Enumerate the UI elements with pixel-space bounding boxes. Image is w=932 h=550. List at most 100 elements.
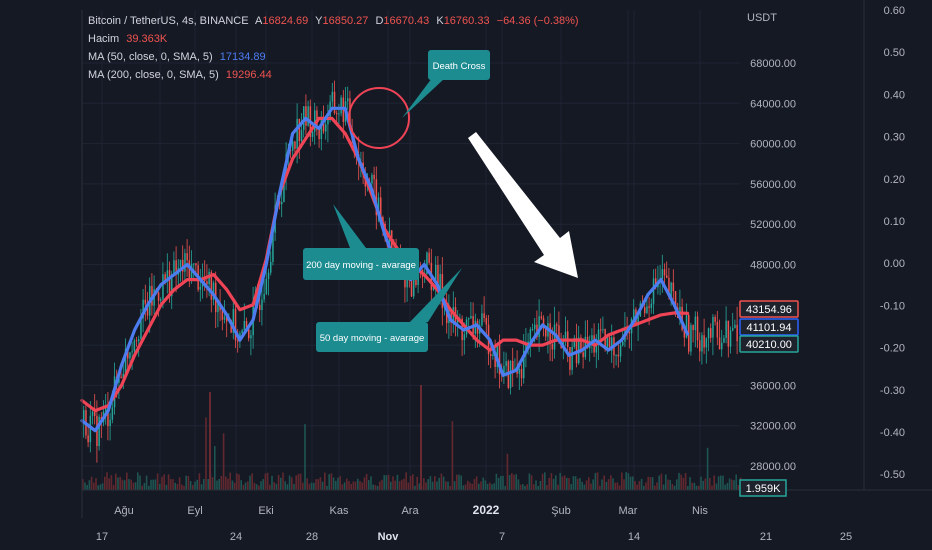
candle-body	[234, 309, 237, 341]
volume-bar	[238, 474, 240, 490]
candle-body	[298, 118, 301, 142]
volume-bar	[82, 479, 84, 490]
volume-bar	[117, 477, 119, 490]
volume-bar	[348, 481, 350, 490]
volume-bar	[310, 482, 313, 490]
annotations: Death Cross 200 day moving - avarage 50 …	[303, 50, 578, 352]
symbol-title[interactable]: Bitcoin / TetherUS, 4s, BINANCE	[88, 15, 249, 27]
candle-body	[718, 337, 721, 350]
candle-body	[129, 352, 131, 359]
volume-bar	[722, 475, 724, 490]
candle-body	[582, 352, 584, 358]
volume-bar	[288, 475, 291, 490]
candle-body	[615, 354, 617, 356]
candle-body	[410, 280, 413, 297]
volume-bar	[106, 472, 108, 490]
volume-bar	[159, 483, 161, 490]
volume-label[interactable]: Hacim	[88, 33, 120, 45]
volume-bar	[634, 481, 636, 490]
y-tick-label: 52000.00	[750, 219, 796, 231]
volume-bar	[97, 485, 99, 490]
volume-bar	[370, 476, 372, 490]
ma200-label[interactable]: MA (200, close, 0, SMA, 5)	[88, 69, 219, 81]
volume-bar	[603, 475, 605, 490]
candle-body	[226, 316, 228, 322]
volume-bar	[405, 472, 407, 490]
candle-body	[96, 415, 98, 447]
volume-bar	[269, 484, 271, 490]
candle-body	[87, 435, 89, 443]
candle-body	[318, 129, 320, 140]
volume-bar	[121, 479, 124, 490]
volume-bar	[328, 474, 330, 490]
volume-bar	[673, 485, 676, 490]
volume-bar	[590, 483, 592, 490]
volume-bar	[530, 475, 533, 490]
volume-bar	[511, 473, 513, 490]
candle-body	[562, 338, 565, 348]
volume-bar	[491, 484, 493, 490]
candle-body	[307, 106, 309, 126]
candle-body	[413, 266, 415, 297]
volume-bar	[341, 484, 344, 490]
price-tags: 43154.96 41101.94 40210.00 1.959K	[739, 300, 799, 497]
ma50-label[interactable]: MA (50, close, 0, SMA, 5)	[88, 51, 213, 63]
volume-bar	[86, 484, 88, 490]
volume-bar	[621, 472, 623, 490]
volume-bar	[346, 478, 348, 490]
candle-body	[241, 330, 243, 334]
candle-body	[111, 407, 114, 420]
right-tick-label: -0.30	[880, 385, 905, 397]
candle-body	[182, 259, 184, 272]
candle-body	[674, 291, 677, 308]
volume-bar	[508, 474, 511, 490]
volume-bar	[387, 474, 390, 490]
volume-bar	[198, 473, 201, 490]
volume-bar	[200, 484, 203, 490]
volume-tag-box	[739, 479, 787, 497]
volume-bar	[414, 485, 416, 490]
ma50-value: 17134.89	[219, 51, 266, 63]
volume-bar	[249, 475, 251, 490]
volume-bar	[295, 475, 297, 490]
candle-body	[221, 310, 224, 320]
candle-body	[573, 337, 576, 347]
volume-bar	[308, 483, 311, 490]
volume-bar	[574, 476, 577, 490]
volume-bar	[662, 484, 665, 490]
candle-body	[512, 360, 514, 371]
candle-body	[278, 200, 281, 205]
candle-body	[208, 271, 210, 285]
candle-body	[523, 351, 525, 379]
volume-bar	[605, 481, 608, 490]
candle-body	[120, 376, 122, 379]
volume-bar	[440, 473, 443, 490]
volume-bar	[557, 484, 559, 490]
volume-bar	[447, 481, 449, 490]
volume-bar	[242, 484, 245, 490]
volume-bar	[273, 482, 275, 490]
candle-body	[232, 309, 235, 333]
x-tick-label: Şub	[551, 505, 571, 517]
volume-bar	[407, 482, 410, 490]
volume-bar	[93, 482, 95, 490]
volume-bar	[332, 477, 335, 490]
volume-bar	[172, 479, 174, 490]
candle-body	[107, 406, 109, 427]
candle-body	[171, 274, 173, 297]
candle-body	[725, 320, 727, 339]
volume-bar	[643, 485, 645, 490]
ma200-pointer	[333, 204, 366, 248]
volume-bar	[260, 481, 262, 490]
volume-bar	[588, 477, 590, 490]
volume-bar	[720, 475, 722, 490]
right-tick-label: 0.00	[884, 258, 905, 270]
candle-body	[435, 264, 437, 284]
volume-bar	[178, 477, 181, 490]
candle-body	[131, 351, 133, 353]
candle-body	[173, 260, 175, 275]
volume-bar	[299, 473, 302, 490]
ma50-callout	[316, 322, 428, 352]
